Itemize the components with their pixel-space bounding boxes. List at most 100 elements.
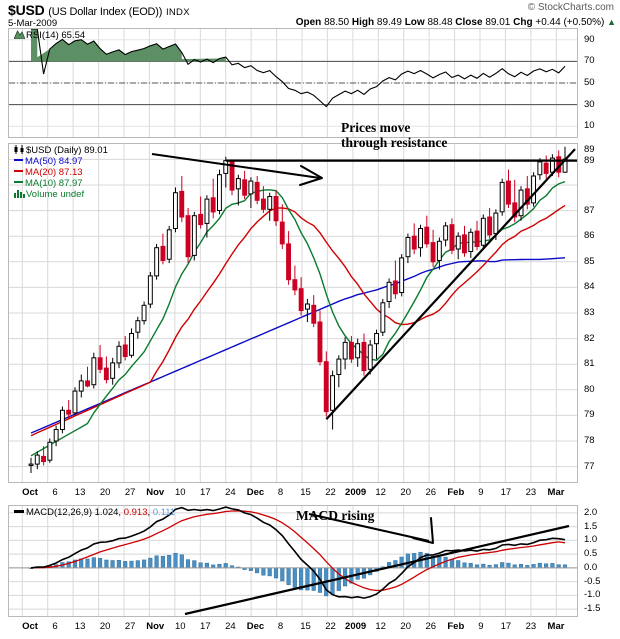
price-legend-row-volume: Volume undef (14, 189, 108, 200)
axis-tick-label: 82 (584, 332, 595, 344)
ma10-label: MA(10) (25, 178, 57, 189)
chart-header: $USD (US Dollar Index (EOD)) INDX 5-Mar-… (0, 0, 620, 29)
x-axis-tick-label: 24 (225, 487, 236, 498)
axis-tick-label: 1.5 (584, 520, 598, 532)
axis-tick-label: -1.5 (584, 603, 601, 615)
high-label: High (351, 17, 375, 28)
low-value: 88.48 (427, 17, 453, 28)
x-axis-tick-label: 15 (300, 487, 311, 498)
axis-tick-label: -0.5 (584, 575, 601, 587)
rsi-y-axis: 90 70 50 30 10 (578, 28, 620, 138)
axis-tick-label: 81 (584, 358, 595, 370)
x-axis-tick-label: 13 (74, 487, 86, 498)
ma50-label: MA(50) (25, 156, 57, 167)
macd-legend-label: MACD(12,26,9) (26, 507, 92, 518)
open-value: 88.50 (324, 17, 350, 28)
candlestick-icon (14, 145, 25, 154)
rsi-mountain-icon (14, 30, 25, 39)
x-axis-tick-label: 23 (525, 487, 537, 498)
rsi-legend-value: 65.54 (61, 30, 86, 41)
x-axis-tick-label: Dec (246, 487, 265, 498)
x-axis-tick-label: 20 (400, 487, 411, 498)
x-axis-tick-label: Dec (246, 621, 265, 632)
axis-tick-label: 86 (584, 230, 595, 242)
x-axis-tick-label: 2009 (345, 487, 367, 498)
volume-bars-icon (14, 189, 25, 198)
rsi-legend: RSI(14) 65.54 (14, 30, 85, 41)
ma20-swatch-icon (14, 170, 23, 173)
x-axis-tick-label: 17 (500, 621, 512, 632)
x-axis-tick-label: 9 (478, 621, 484, 632)
price-legend-row-ma10: MA(10) 87.97 (14, 178, 108, 189)
x-axis-tick-label: 12 (375, 487, 386, 498)
axis-tick-label: 30 (584, 98, 595, 110)
axis-tick-label: -1.0 (584, 589, 601, 601)
macd-plot (9, 506, 577, 616)
x-axis-tick-label: Nov (146, 487, 165, 498)
macd-value: 1.024 (94, 507, 119, 518)
x-axis-tick-label: Mar (547, 621, 565, 632)
axis-tick-label: 0.0 (584, 561, 598, 573)
price-y-axis: 89 89 87 86 85 84 83 82 81 80 79 78 77 (578, 143, 620, 483)
low-label: Low (404, 17, 425, 28)
rsi-panel (8, 28, 578, 138)
x-axis-tick-label: 10 (174, 487, 186, 498)
symbol-ticker: $USD (8, 2, 45, 18)
ma50-swatch-icon (14, 159, 23, 162)
x-axis-tick-label: 20 (99, 621, 111, 632)
axis-tick-label: 1.0 (584, 534, 598, 546)
axis-tick-label: 90 (584, 33, 595, 45)
x-axis-tick-label: 20 (400, 621, 411, 632)
rsi-legend-label: RSI(14) (26, 30, 59, 41)
x-axis-tick-label: 17 (500, 487, 512, 498)
macd-panel (8, 505, 578, 617)
macd-annotation: MACD rising (296, 508, 374, 523)
ma10-swatch-icon (14, 181, 23, 184)
x-axis-tick-label: 22 (325, 621, 336, 632)
price-legend-row-price: $USD (Daily) 89.01 (14, 145, 108, 156)
axis-tick-label: 78 (584, 435, 595, 447)
macd-swatch-icon (14, 510, 24, 513)
x-axis-tick-label: 27 (124, 487, 136, 498)
x-axis-tick-label: 12 (375, 621, 386, 632)
axis-tick-label: 0.5 (584, 548, 598, 560)
axis-tick-label: 85 (584, 255, 595, 267)
axis-tick-label: 83 (584, 307, 595, 318)
quote-date: 5-Mar-2009 (8, 18, 58, 29)
x-axis-tick-label: 17 (200, 621, 211, 632)
x-axis-bottom: Oct 6 13 20 27 Nov 10 17 24 Dec 8 15 22 2009 12 20 26 Feb… (0, 619, 620, 634)
chg-value: +0.44 (+0.50%) (535, 17, 605, 28)
x-axis-tick-label: Feb (447, 621, 465, 632)
symbol-description: (US Dollar Index (EOD)) (48, 6, 163, 18)
price-legend-row-ma50: MA(50) 84.97 (14, 156, 108, 167)
macd-hist-value: 0.111 (152, 507, 176, 518)
x-axis-tick-label: Nov (146, 621, 165, 632)
macd-signal-value: 0.913 (123, 507, 148, 518)
x-axis-tick-label: 6 (52, 621, 58, 632)
x-axis-tick-label: 6 (52, 487, 58, 498)
x-axis-tick-label: 2009 (345, 621, 367, 632)
x-axis-tick-label: 26 (425, 487, 437, 498)
axis-tick-label: 79 (584, 409, 595, 421)
close-value: 89.01 (485, 17, 511, 28)
x-axis-tick-label: Mar (547, 487, 565, 498)
x-axis-tick-label: 26 (425, 621, 437, 632)
price-annotation-line2: through resistance (341, 135, 448, 150)
x-axis-tick-label: Feb (447, 487, 465, 498)
macd-legend: MACD(12,26,9) 1.024, 0.913, 0.111 (14, 507, 175, 518)
open-label: Open (295, 17, 322, 28)
close-label: Close (455, 17, 483, 28)
price-legend-row-ma20: MA(20) 87.13 (14, 167, 108, 178)
symbol-exchange: INDX (165, 7, 190, 18)
x-axis-tick-label: 15 (300, 621, 311, 632)
x-axis-tick-label: 24 (225, 621, 236, 632)
ma50-value: 84.97 (58, 156, 83, 167)
ma10-value: 87.97 (58, 178, 83, 189)
axis-tick-label: 89 (584, 144, 595, 156)
price-plot (9, 144, 577, 482)
price-annotation-line1: Prices move (341, 120, 411, 135)
symbol-title: $USD (US Dollar Index (EOD)) INDX (8, 2, 190, 18)
quote-bar: Open 88.50 High 89.49 Low 88.48 Close 89… (296, 17, 616, 28)
axis-tick-label: 77 (584, 460, 595, 472)
